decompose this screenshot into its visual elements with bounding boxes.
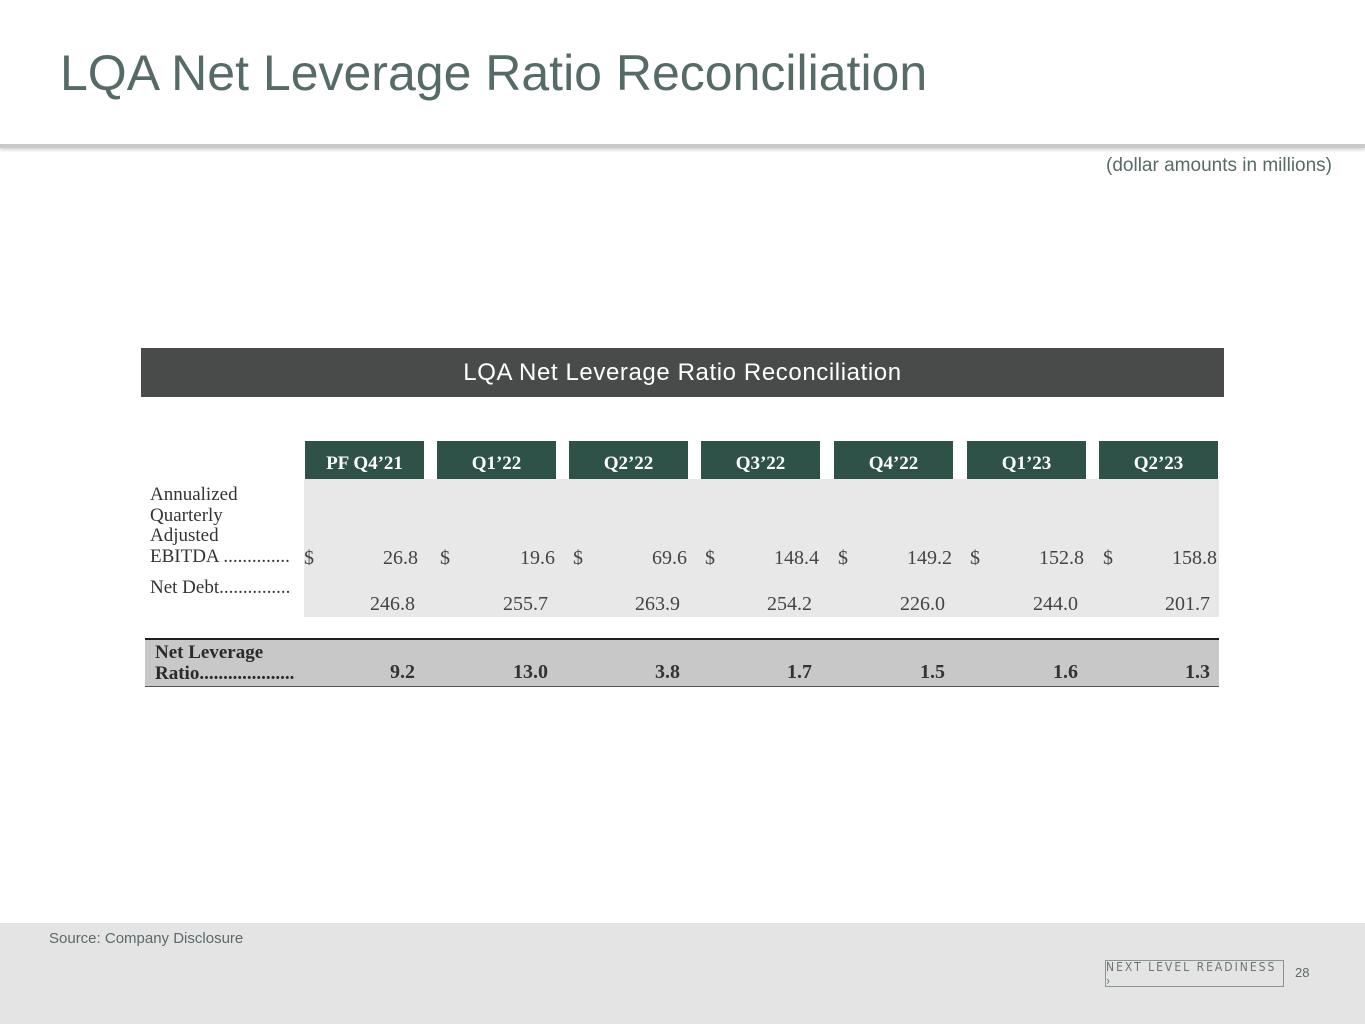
ratio-value: 3.8 (655, 661, 680, 683)
net-debt-value: 244.0 (1033, 593, 1078, 615)
column-header-q2-23: Q2’23 (1099, 441, 1218, 479)
currency-symbol: $ (970, 547, 980, 569)
column-header-q2-22: Q2’22 (569, 441, 688, 479)
units-note: (dollar amounts in millions) (1106, 155, 1332, 176)
ebitda-value: 69.6 (652, 547, 687, 569)
row-label-ratio-line-1: Net Leverage (155, 642, 264, 663)
row-label-ebitda-line-3: Adjusted (150, 525, 219, 546)
net-debt-value: 226.0 (900, 593, 945, 615)
ratio-value: 1.3 (1185, 661, 1210, 683)
column-header-pf-q4-21: PF Q4’21 (305, 441, 424, 479)
column-header-q1-22: Q1’22 (437, 441, 556, 479)
row-label-ratio-line-2: Ratio.................... (155, 663, 295, 684)
ebitda-value: 149.2 (907, 547, 952, 569)
net-debt-value: 201.7 (1165, 593, 1210, 615)
currency-symbol: $ (573, 547, 583, 569)
row-label-ebitda: Annualized Quarterly Adjusted EBITDA ...… (150, 484, 290, 567)
net-debt-value: 246.8 (370, 593, 415, 615)
currency-symbol: $ (838, 547, 848, 569)
ebitda-value: 158.8 (1172, 547, 1217, 569)
row-label-ebitda-line-2: Quarterly (150, 504, 223, 526)
net-debt-value: 255.7 (503, 593, 548, 615)
ebitda-value: 148.4 (774, 547, 819, 569)
slide-title: LQA Net Leverage Ratio Reconciliation (60, 45, 928, 101)
net-debt-value: 263.9 (635, 593, 680, 615)
ratio-value: 1.6 (1053, 661, 1078, 683)
ratio-value: 13.0 (513, 661, 548, 683)
table-banner-title: LQA Net Leverage Ratio Reconciliation (463, 358, 902, 386)
column-header-q4-22: Q4’22 (834, 441, 953, 479)
page-number: 28 (1295, 965, 1310, 980)
ratio-value: 9.2 (390, 661, 415, 683)
currency-symbol: $ (304, 547, 314, 569)
row-label-ebitda-line-4: EBITDA .............. (150, 545, 290, 567)
ratio-value: 1.7 (787, 661, 812, 683)
ebitda-value: 19.6 (520, 547, 555, 569)
ebitda-value: 152.8 (1039, 547, 1084, 569)
currency-symbol: $ (440, 547, 450, 569)
row-label-ebitda-line-1: Annualized (150, 484, 238, 505)
ratio-band (145, 638, 1219, 687)
footer-band (0, 923, 1365, 1024)
title-divider (0, 144, 1365, 148)
net-debt-value: 254.2 (767, 593, 812, 615)
row-label-net-leverage-ratio: Net Leverage Ratio.................... (155, 642, 294, 684)
currency-symbol: $ (1103, 547, 1113, 569)
currency-symbol: $ (705, 547, 715, 569)
column-header-q1-23: Q1’23 (967, 441, 1086, 479)
data-panel (304, 479, 1219, 617)
table-banner: LQA Net Leverage Ratio Reconciliation (141, 348, 1224, 397)
source-note: Source: Company Disclosure (49, 930, 244, 947)
column-header-q3-22: Q3’22 (701, 441, 820, 479)
ebitda-value: 26.8 (383, 547, 418, 569)
ratio-value: 1.5 (920, 661, 945, 683)
row-label-net-debt: Net Debt............... (150, 577, 291, 598)
brand-badge: NEXT LEVEL READINESS › (1105, 960, 1284, 988)
